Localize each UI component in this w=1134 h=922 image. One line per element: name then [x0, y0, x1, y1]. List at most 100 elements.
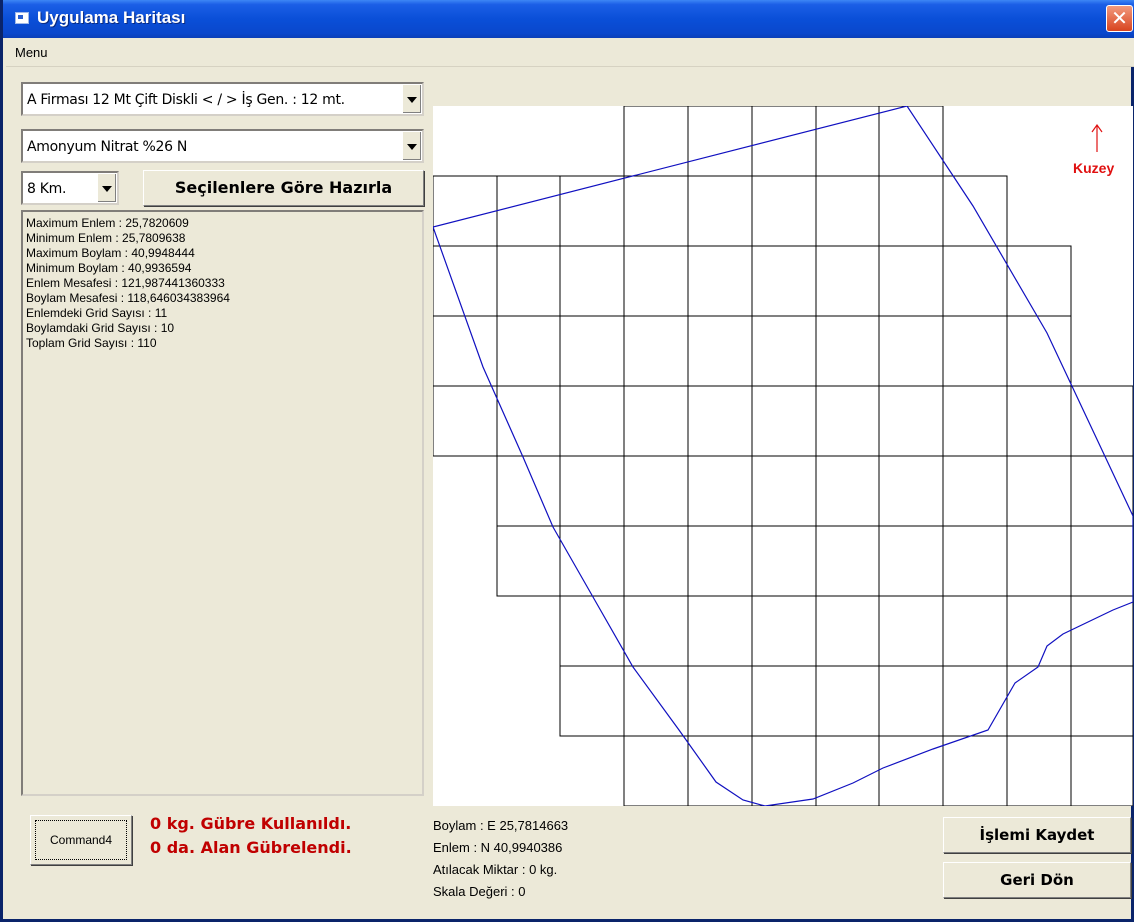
grid-cell: [1006, 455, 1072, 527]
grid-cell: [623, 595, 689, 667]
grid-cell: [751, 245, 817, 317]
grid-cell: [559, 525, 625, 597]
grid-cell: [942, 315, 1008, 387]
info-line: Toplam Grid Sayısı : 110: [26, 336, 157, 350]
grid-cell: [878, 106, 944, 177]
fertilizer-select-value: Amonyum Nitrat %26 N: [27, 139, 188, 155]
grid-cell: [878, 245, 944, 317]
grid-cell: [687, 595, 753, 667]
info-line: Boylam Mesafesi : 118,646034383964: [26, 291, 230, 305]
grid-cell: [815, 315, 880, 387]
info-line: Minimum Boylam : 40,9936594: [26, 261, 192, 275]
grid-cell: [433, 245, 498, 317]
grid-cell: [559, 245, 625, 317]
grid-cell: [623, 735, 689, 806]
grid-cell: [623, 665, 689, 737]
close-button[interactable]: ✕: [1106, 5, 1133, 32]
grid-cell: [815, 106, 880, 177]
grid-cell: [1006, 735, 1072, 806]
grid-cell: [878, 525, 944, 597]
grid-cell: [496, 315, 561, 387]
menu-item-menu[interactable]: Menu: [15, 45, 48, 60]
command4-button[interactable]: Command4: [30, 815, 132, 865]
grid-cell: [687, 106, 753, 177]
grid-cell: [815, 735, 880, 806]
chevron-down-icon[interactable]: [402, 132, 421, 160]
grid-cell: [1006, 315, 1072, 387]
prepare-button[interactable]: Seçilenlere Göre Hazırla: [143, 170, 424, 206]
grid-cell: [815, 175, 880, 247]
machine-select-value: A Firması 12 Mt Çift Diskli < / > İş Gen…: [27, 92, 345, 108]
north-arrow-icon: [1091, 123, 1103, 152]
save-button[interactable]: İşlemi Kaydet: [943, 817, 1131, 853]
map-canvas[interactable]: [433, 106, 1133, 806]
grid-cell: [751, 315, 817, 387]
distance-select-value: 8 Km.: [27, 181, 67, 197]
grid-cell: [942, 665, 1008, 737]
grid-cell: [623, 525, 689, 597]
grid-cell: [496, 245, 561, 317]
grid-cell: [815, 385, 880, 457]
north-label: Kuzey: [1073, 160, 1115, 176]
back-button[interactable]: Geri Dön: [943, 862, 1131, 898]
scale-readout: Skala Değeri : 0: [433, 884, 526, 899]
grid-cell: [751, 385, 817, 457]
grid-cell: [942, 595, 1008, 667]
grid-cell: [687, 175, 753, 247]
grid-cell: [815, 665, 880, 737]
grid-cell: [496, 525, 561, 597]
info-line: Minimum Enlem : 25,7809638: [26, 231, 186, 245]
grid-cell: [623, 106, 689, 177]
grid-cell: [559, 455, 625, 527]
grid-cell: [878, 175, 944, 247]
title-bar: Uygulama Haritası ✕: [3, 0, 1134, 38]
grid-cell: [815, 455, 880, 527]
grid-cell: [687, 735, 753, 806]
chevron-down-icon[interactable]: [97, 174, 116, 202]
grid-cell: [878, 595, 944, 667]
grid-cell: [751, 455, 817, 527]
info-line: Maximum Boylam : 40,9948444: [26, 246, 195, 260]
grid-cell: [751, 665, 817, 737]
info-line: Maximum Enlem : 25,7820609: [26, 216, 189, 230]
grid-cell: [942, 245, 1008, 317]
grid-cell: [623, 175, 689, 247]
grid-cell: [687, 525, 753, 597]
grid-cell: [1006, 525, 1072, 597]
grid-cell: [687, 665, 753, 737]
grid-cell: [623, 385, 689, 457]
grid-cell: [878, 735, 944, 806]
fertilizer-used-status: 0 kg. Gübre Kullanıldı.: [150, 814, 352, 833]
info-panel: Maximum Enlem : 25,7820609 Minimum Enlem …: [21, 210, 424, 796]
chevron-down-icon[interactable]: [402, 85, 421, 113]
grid-cell: [751, 175, 817, 247]
grid-cell: [942, 525, 1008, 597]
grid-cell: [878, 315, 944, 387]
info-line: Enlemdeki Grid Sayısı : 11: [26, 306, 168, 320]
grid-cell: [878, 455, 944, 527]
grid-cell: [687, 385, 753, 457]
grid-cell: [1006, 595, 1072, 667]
fertilizer-select[interactable]: Amonyum Nitrat %26 N: [21, 129, 424, 163]
grid-cell: [496, 455, 561, 527]
grid-cell: [815, 525, 880, 597]
grid-cell: [751, 525, 817, 597]
grid-cell: [1070, 735, 1133, 806]
info-line: Boylamdaki Grid Sayısı : 10: [26, 321, 175, 335]
grid-cell: [433, 385, 498, 457]
grid-cell: [878, 385, 944, 457]
grid-cell: [1070, 455, 1133, 527]
distance-select[interactable]: 8 Km.: [21, 171, 119, 205]
grid-cell: [496, 175, 561, 247]
machine-select[interactable]: A Firması 12 Mt Çift Diskli < / > İş Gen…: [21, 82, 424, 116]
longitude-readout: Boylam : E 25,7814663: [433, 818, 569, 833]
window-title: Uygulama Haritası: [37, 8, 186, 27]
grid-cell: [1070, 385, 1133, 457]
app-icon: [15, 12, 29, 24]
grid-cell: [942, 385, 1008, 457]
map-svg: [433, 106, 1133, 806]
amount-readout: Atılacak Miktar : 0 kg.: [433, 862, 558, 877]
info-line: Enlem Mesafesi : 121,987441360333: [26, 276, 225, 290]
latitude-readout: Enlem : N 40,9940386: [433, 840, 563, 855]
